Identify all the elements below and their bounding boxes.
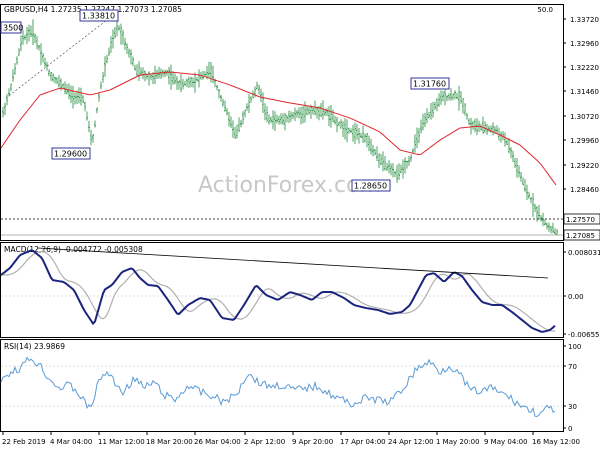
time-tick-label: 16 May 12:00 [532,438,580,446]
price-tick-label: 1.28460 [570,186,599,194]
macd-tick-label: -0.00655 [568,331,599,339]
swing-label: 1.31760 [413,80,446,89]
rsi-tick-label: 30 [568,403,577,411]
time-tick-label: 22 Feb 2019 [2,438,46,446]
level-box [563,213,600,225]
price-axis: 1.33720 1.32960 1.32220 1.31460 1.30720 1.299… [563,16,599,194]
swing-label: 3500 [3,24,23,33]
current-price-label: 1.27085 [566,232,595,240]
macd-tick-label: 0.00 [568,293,584,301]
price-bars [2,19,558,236]
top-right-value: 50.0 [537,6,553,14]
price-tick-label: 1.33720 [570,16,599,24]
rsi-line [0,356,556,418]
macd-title: MACD(12,26,9) -0.004772 -0.005308 [4,245,143,254]
price-tick-label: 1.30720 [570,113,599,121]
price-tick-label: 1.32220 [570,64,599,72]
time-tick-label: 17 Apr 04:00 [340,438,386,446]
time-tick-label: 24 Apr 12:00 [388,438,434,446]
time-tick-label: 18 Mar 20:00 [146,438,193,446]
rsi-panel-frame [0,339,564,432]
time-tick-label: 4 Mar 04:00 [50,438,92,446]
swing-label: 1.29600 [54,150,87,159]
price-tick-label: 1.29220 [570,162,599,170]
swing-label-box [51,147,91,160]
macd-trendline [37,247,549,279]
rsi-axis: 100 70 30 0 [563,343,581,433]
price-tick-label: 1.32960 [570,40,599,48]
watermark: ActionForex.com [198,173,381,198]
macd-axis: 0.008031 0.00 -0.00655 [563,249,600,339]
macd-main-line [0,249,556,333]
moving-average-line [0,71,557,186]
time-tick-label: 9 May 04:00 [484,438,528,446]
price-tick-label: 1.31460 [570,88,599,96]
macd-tick-label: 0.008031 [568,249,600,257]
swing-label-box [79,9,119,22]
time-tick-label: 11 Mar 12:00 [98,438,145,446]
current-price-box [563,229,600,241]
rsi-title: RSI(14) 23.9869 [4,342,65,351]
swing-label: 1.33810 [82,12,115,21]
rsi-tick-label: 70 [568,363,577,371]
macd-signal-line [1,250,556,332]
price-panel-frame [0,4,564,241]
time-tick-label: 9 Apr 20:00 [292,438,333,446]
macd-panel-frame [0,242,564,338]
time-tick-label: 1 May 20:00 [436,438,480,446]
time-axis: 22 Feb 2019 4 Mar 04:00 11 Mar 12:00 18 Mar… [2,431,580,446]
swing-label-box [0,21,22,34]
price-tick-label: 1.29960 [570,137,599,145]
time-tick-label: 2 Apr 12:00 [244,438,285,446]
level-box-label: 1.27570 [566,216,595,224]
swing-annotations: 3500 1.33810 1.29600 1.28650 1.31760 [0,9,450,192]
swing-label-box [410,77,450,90]
swing-label: 1.28650 [354,182,387,191]
swing-label-box [351,179,391,192]
rsi-tick-label: 0 [568,425,572,433]
rsi-tick-label: 100 [568,343,581,351]
time-tick-label: 26 Mar 04:00 [194,438,241,446]
